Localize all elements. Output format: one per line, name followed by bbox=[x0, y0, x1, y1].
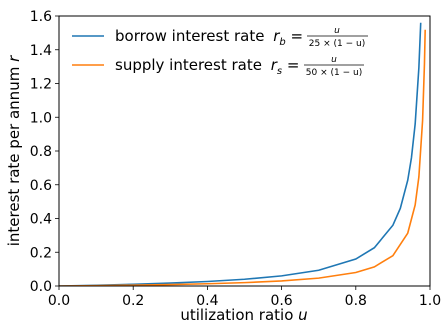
legend-denominator-supply: 50 × (1 − u) bbox=[306, 68, 362, 78]
y-tick-label: 1.2 bbox=[30, 77, 52, 93]
plot-area bbox=[59, 22, 426, 286]
legend-numerator-supply: u bbox=[331, 55, 337, 65]
x-axis-var: u bbox=[298, 306, 308, 324]
axis-ticks: 0.0 0.2 0.4 0.6 0.8 1.0 0.0 0.2 0.4 0.6 0.8 1.0 1.2 1… bbox=[30, 9, 441, 309]
legend-text-supply: supply interest rate rs = bbox=[115, 56, 299, 77]
legend-numerator-borrow: u bbox=[334, 26, 340, 36]
y-tick-label: 0.4 bbox=[30, 212, 52, 228]
legend-equals-supply: = bbox=[282, 56, 299, 74]
legend-subscript-borrow: b bbox=[279, 37, 285, 48]
y-tick-label: 0.8 bbox=[30, 144, 52, 160]
x-tick-label: 1.0 bbox=[419, 293, 441, 309]
x-tick-label: 0.6 bbox=[270, 293, 292, 309]
y-axis-title: interest rate per annum r bbox=[5, 55, 23, 246]
y-tick-label: 0.0 bbox=[30, 279, 52, 295]
series-line-1 bbox=[59, 29, 426, 286]
legend-symbol-supply: r bbox=[271, 56, 278, 74]
legend-denominator-borrow: 25 × (1 − u) bbox=[309, 39, 365, 49]
y-axis-label: interest rate per annum bbox=[5, 67, 23, 247]
y-tick-label: 0.2 bbox=[30, 245, 52, 261]
y-tick-label: 1.0 bbox=[30, 110, 52, 126]
x-tick-label: 0.0 bbox=[48, 293, 70, 309]
x-axis-label: utilization ratio bbox=[180, 306, 293, 324]
y-tick-label: 1.4 bbox=[30, 43, 52, 59]
x-tick-label: 0.2 bbox=[122, 293, 144, 309]
y-axis-var: r bbox=[5, 55, 23, 62]
x-tick-label: 0.4 bbox=[196, 293, 218, 309]
y-tick-label: 1.6 bbox=[30, 9, 52, 25]
legend-equals-borrow: = bbox=[286, 27, 303, 45]
series-line-0 bbox=[59, 22, 422, 286]
y-tick-label: 0.6 bbox=[30, 178, 52, 194]
legend-label-borrow: borrow interest rate bbox=[115, 27, 264, 45]
legend-text-borrow: borrow interest rate rb = bbox=[115, 27, 303, 48]
legend-subscript-supply: s bbox=[277, 66, 282, 77]
legend: borrow interest rate rb = u 25 × (1 − u)… bbox=[72, 26, 368, 78]
legend-symbol-borrow: r bbox=[273, 27, 280, 45]
x-tick-label: 0.8 bbox=[345, 293, 367, 309]
plot-frame bbox=[58, 15, 431, 287]
legend-label-supply: supply interest rate bbox=[115, 56, 262, 74]
x-axis-title: utilization ratio u bbox=[180, 306, 307, 324]
